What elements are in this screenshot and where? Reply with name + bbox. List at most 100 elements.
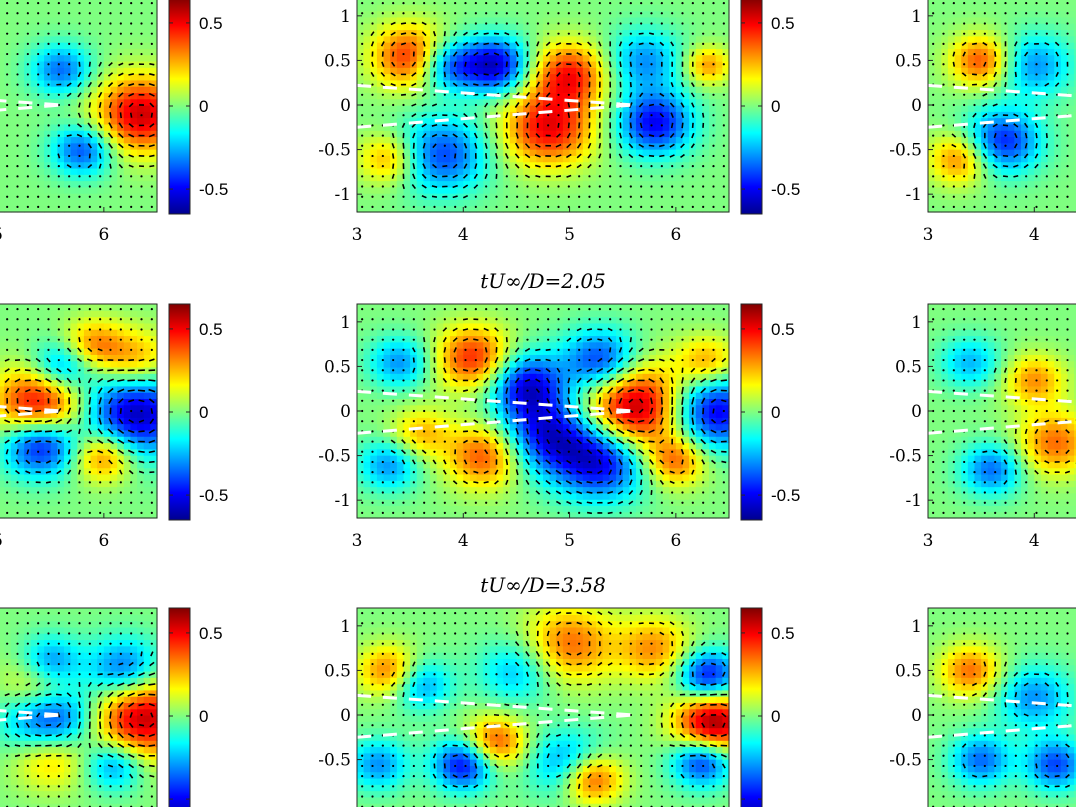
heatmap-cell [416, 111, 425, 119]
heatmap-cell [562, 167, 571, 175]
heatmap-cell [363, 0, 371, 5]
heatmap-cell [44, 155, 52, 163]
heatmap-cell [589, 4, 597, 12]
heatmap-cell [489, 130, 498, 138]
vector-arrow [452, 163, 458, 169]
vector-arrow [452, 41, 458, 47]
heatmap-cell [117, 130, 125, 138]
vector-dot [16, 12, 19, 15]
heatmap-cell [569, 42, 577, 49]
heatmap-cell [675, 167, 684, 175]
heatmap-cell [123, 123, 132, 131]
vector-arrow [452, 195, 458, 199]
heatmap-cell [64, 123, 72, 131]
heatmap-cell [450, 123, 458, 131]
heatmap-cell [602, 186, 611, 194]
vector-dot [381, 185, 384, 188]
heatmap-cell [556, 123, 564, 131]
heatmap-cell [636, 174, 644, 182]
heatmap-cell [496, 67, 504, 75]
heatmap-cell [64, 73, 72, 81]
heatmap-cell [0, 142, 5, 150]
heatmap-cell [403, 155, 411, 163]
heatmap-cell [70, 4, 78, 12]
heatmap-cell [576, 35, 584, 43]
vector-dot [536, 22, 539, 25]
heatmap-cell [390, 155, 398, 163]
vector-dot [57, 52, 60, 56]
heatmap-cell [722, 60, 730, 68]
heatmap-cell [589, 111, 597, 119]
vector-dot [392, 185, 395, 188]
heatmap-cell [110, 167, 118, 175]
heatmap-cell [489, 193, 498, 201]
vector-arrow [493, 82, 500, 87]
heatmap-cell [689, 35, 697, 43]
heatmap-cell [476, 193, 484, 201]
heatmap-cell [130, 117, 138, 125]
heatmap-cell [390, 35, 398, 43]
heatmap-cell [110, 4, 118, 12]
heatmap-cell [655, 10, 664, 18]
heatmap-cell [50, 123, 58, 131]
heatmap-cell [0, 92, 5, 100]
heatmap-cell [582, 186, 591, 194]
heatmap-cell [715, 155, 723, 163]
vector-dot [26, 205, 29, 209]
heatmap-cell [4, 161, 12, 169]
heatmap-cell [489, 42, 498, 49]
heatmap-cell [143, 117, 151, 125]
heatmap-cell [410, 23, 418, 31]
heatmap-cell [715, 167, 723, 175]
heatmap-cell [622, 0, 630, 5]
heatmap-cell [37, 48, 45, 56]
heatmap-cell [463, 35, 471, 43]
heatmap-cell [97, 98, 105, 106]
vector-dot [88, 42, 91, 45]
heatmap-cell [110, 142, 118, 150]
heatmap-cell [602, 54, 611, 62]
heatmap-cell [702, 142, 710, 150]
heatmap-cell [463, 67, 471, 75]
heatmap-cell [117, 199, 125, 207]
heatmap-cell [675, 130, 684, 138]
heatmap-cell [496, 155, 504, 163]
heatmap-cell [562, 117, 571, 125]
heatmap-cell [569, 54, 577, 62]
heatmap-cell [416, 54, 425, 62]
heatmap-cell [662, 167, 670, 175]
heatmap-cell [715, 4, 723, 12]
heatmap-cell [503, 98, 511, 106]
heatmap-cell [123, 67, 132, 75]
vector-arrow [402, 152, 405, 160]
heatmap-cell [70, 60, 78, 68]
heatmap-cell [143, 105, 151, 112]
vector-arrow [536, 41, 540, 47]
heatmap-cell [682, 29, 690, 37]
heatmap-cell [430, 54, 438, 62]
heatmap-cell [423, 180, 431, 188]
heatmap-cell [17, 142, 25, 150]
vector-arrow [503, 82, 510, 88]
heatmap-cell [709, 105, 717, 112]
heatmap-cell [483, 130, 491, 138]
heatmap-cell [357, 86, 365, 94]
vector-arrow [525, 112, 530, 119]
heatmap-cell [436, 29, 444, 37]
heatmap-cell [103, 35, 112, 43]
heatmap-cell [536, 149, 544, 156]
heatmap-cell [77, 42, 85, 49]
heatmap-cell [410, 105, 418, 112]
vector-arrow [380, 31, 386, 37]
heatmap-cell [609, 86, 617, 94]
vector-dot [361, 195, 364, 198]
heatmap-cell [403, 42, 411, 49]
heatmap-cell [396, 136, 405, 144]
heatmap-cell [556, 60, 564, 68]
heatmap-cell [616, 54, 624, 62]
heatmap-cell [569, 92, 577, 100]
vector-dot [119, 42, 122, 45]
heatmap-cell [103, 86, 112, 94]
heatmap-cell [702, 136, 710, 144]
heatmap-cell [516, 60, 524, 68]
